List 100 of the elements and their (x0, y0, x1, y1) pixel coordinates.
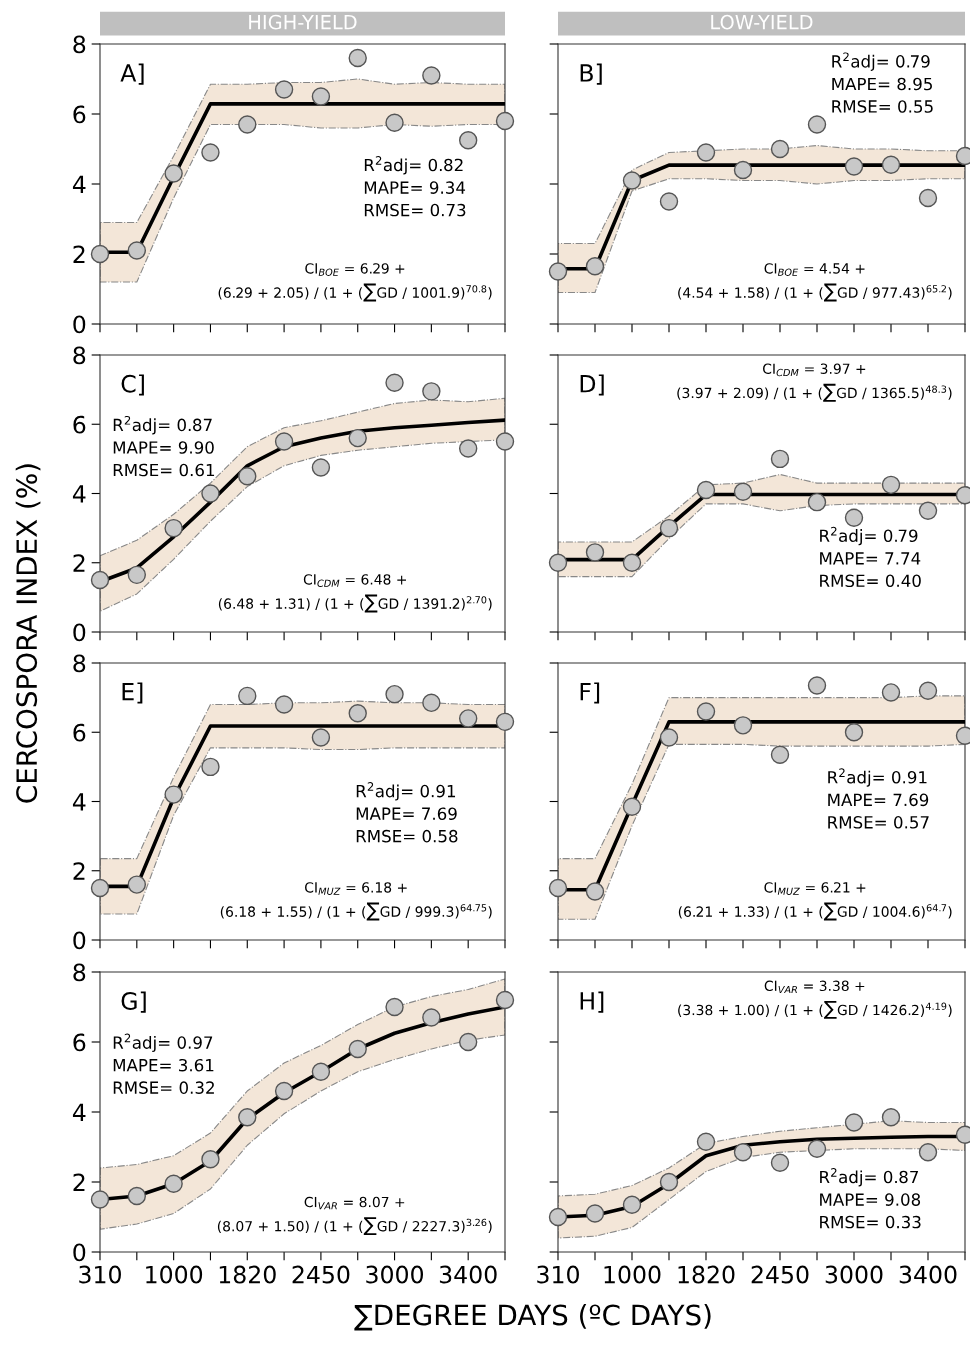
point (696, 480, 716, 500)
chart-title: LOW-YIELD (711, 14, 813, 30)
point (385, 373, 404, 392)
point (495, 111, 515, 131)
point (348, 48, 367, 68)
annotation: R$^{2}$adj= 0.79 MAPE= 7.74 RMSE= 0.40 (820, 526, 921, 588)
point (548, 878, 568, 898)
point (201, 757, 220, 777)
y-tick-label: 0 (73, 623, 86, 642)
point (585, 543, 605, 562)
point (238, 466, 257, 486)
annotation: R$^{2}$adj= 0.87 MAPE= 9.08 RMSE= 0.33 (820, 1168, 921, 1229)
y-tick-label: 0 (73, 931, 86, 950)
point (548, 553, 568, 572)
point (585, 882, 605, 901)
y-axis-title: CERCOSPORA INDEX (%) (15, 464, 41, 803)
point (770, 449, 790, 469)
point (238, 686, 257, 706)
point (844, 723, 864, 742)
y-tick-label: 6 (73, 723, 86, 742)
point (238, 115, 257, 134)
point (274, 432, 294, 451)
point (918, 188, 938, 208)
point (548, 1207, 568, 1227)
point (696, 143, 716, 162)
point (733, 716, 753, 735)
annotation: CI$_{BOE}$ = 6.29 + (6.29 + 2.05) / (1 + (∑GD / 1001.9)$^{70.8}$) (218, 263, 492, 302)
annotation: C] (121, 374, 144, 396)
point (495, 990, 515, 1010)
x-tick-label: 3400 (439, 1265, 497, 1284)
point (348, 428, 367, 448)
point (844, 157, 864, 176)
x-tick-label: 310 (537, 1265, 579, 1284)
x-tick-label: 2450 (292, 1265, 350, 1284)
x-axis-title: ∑DEGREE DAYS (ºC DAYS) (354, 1303, 711, 1331)
y-tick-label: 6 (73, 105, 86, 124)
point (495, 432, 515, 451)
x-tick-label: 2450 (751, 1265, 809, 1284)
point (585, 1204, 605, 1223)
point (164, 1174, 183, 1193)
point (311, 458, 331, 477)
annotation: R$^{2}$adj= 0.97 MAPE= 3.61 RMSE= 0.32 (113, 1033, 214, 1094)
point (807, 676, 827, 695)
point (90, 1190, 110, 1209)
point (585, 257, 605, 276)
y-tick-label: 4 (72, 175, 86, 193)
x-tick-label: 3400 (899, 1265, 957, 1284)
y-tick-label: 8 (73, 346, 86, 365)
x-tick-label: 3000 (825, 1265, 883, 1284)
point (458, 131, 478, 150)
annotation: CI$_{BOE}$ = 4.54 + (4.54 + 1.58) / (1 + (∑GD / 977.43)$^{65.2}$) (678, 263, 952, 302)
annotation: H] (580, 991, 604, 1013)
point (918, 1143, 938, 1162)
point (201, 143, 220, 162)
y-tick-label: 2 (73, 1173, 85, 1191)
chart-title: HIGH-YIELD (249, 14, 357, 30)
point (844, 1113, 864, 1132)
annotation: A] (120, 63, 144, 85)
annotation: R$^{2}$adj= 0.91 MAPE= 7.69 RMSE= 0.58 (356, 782, 458, 843)
x-tick-label: 1820 (219, 1265, 276, 1284)
x-tick-label: 310 (79, 1265, 121, 1284)
point (659, 728, 679, 747)
point (622, 1195, 642, 1214)
point (659, 518, 679, 538)
annotation: CI$_{MUZ}$ = 6.21 + (6.21 + 1.33) / (1 + (∑GD / 1004.6)$^{64.7}$) (678, 882, 952, 921)
y-tick-label: 0 (73, 1243, 86, 1262)
point (733, 160, 753, 180)
point (881, 155, 901, 174)
annotation: F] (580, 682, 600, 704)
y-tick-label: 2 (73, 554, 85, 572)
annotation: R$^{2}$adj= 0.82 MAPE= 9.34 RMSE= 0.73 (364, 156, 466, 217)
point (348, 1039, 367, 1059)
point (422, 693, 441, 713)
point (918, 681, 938, 700)
annotation: CI$_{VAR}$ = 8.07 + (8.07 + 1.50) / (1 + (∑GD / 2227.3)$^{3.26}$) (217, 1196, 492, 1236)
point (90, 878, 110, 898)
point (458, 709, 478, 728)
point (696, 702, 716, 721)
point (274, 695, 294, 714)
point (90, 244, 110, 264)
point (127, 875, 147, 894)
x-tick-label: 1000 (146, 1265, 203, 1284)
point (127, 1186, 147, 1206)
point (659, 1172, 679, 1192)
point (458, 439, 478, 458)
point (311, 87, 331, 106)
point (311, 728, 331, 747)
annotation: CI$_{CDM}$ = 6.48 + (6.48 + 1.31) / (1 + (∑GD / 1391.2)$^{2.70}$) (218, 574, 492, 613)
y-tick-label: 2 (73, 862, 85, 880)
point (90, 570, 110, 590)
point (622, 553, 642, 572)
point (274, 80, 294, 99)
point (385, 997, 404, 1017)
point (770, 139, 790, 159)
point (733, 482, 753, 501)
annotation: R$^{2}$adj= 0.79 MAPE= 8.95 RMSE= 0.55 (832, 52, 933, 113)
point (548, 262, 568, 281)
point (770, 1153, 790, 1172)
point (881, 1108, 901, 1127)
point (844, 508, 864, 527)
